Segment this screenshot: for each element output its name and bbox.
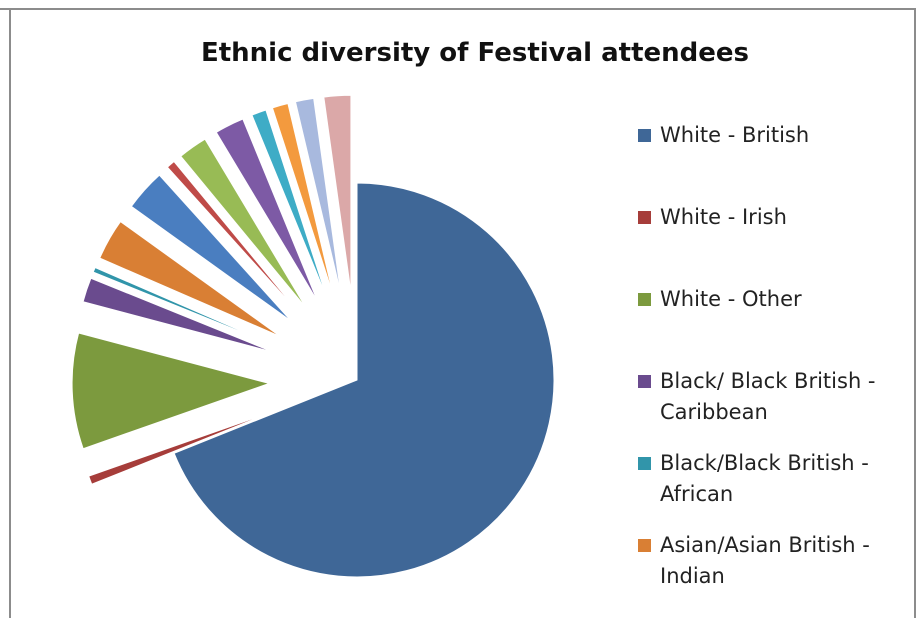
legend-label: White - Other xyxy=(660,287,802,311)
legend-item: White - British xyxy=(638,120,908,202)
legend-item: White - Irish xyxy=(638,202,908,284)
pie-slice xyxy=(215,118,319,302)
chart-border-left xyxy=(9,8,11,618)
legend-item: Asian/Asian British - Indian xyxy=(638,530,908,612)
legend-swatch xyxy=(638,211,651,224)
legend-item: Black/Black British - African xyxy=(638,448,908,530)
legend-label: White - British xyxy=(660,123,810,147)
pie-slice xyxy=(99,220,281,338)
chart-legend: White - British White - Irish White - Othe… xyxy=(638,120,908,612)
pie-slice xyxy=(71,332,271,450)
pie-slice xyxy=(92,266,277,347)
pie-slice xyxy=(323,94,352,293)
legend-label: Black/ Black British - Caribbean xyxy=(660,369,876,424)
legend-swatch xyxy=(638,293,651,306)
pie-slice xyxy=(271,102,334,296)
legend-item: White - Other xyxy=(638,284,908,366)
pie-slice xyxy=(88,410,275,485)
pie-slice xyxy=(130,174,292,322)
pie-slice xyxy=(166,160,300,314)
chart-border-top xyxy=(0,8,915,10)
chart-title: Ethnic diversity of Festival attendees xyxy=(200,38,750,68)
legend-swatch xyxy=(638,375,651,388)
pie-slice xyxy=(251,109,328,298)
legend-label: Asian/Asian British - Indian xyxy=(660,533,870,588)
pie-slice xyxy=(82,277,274,353)
legend-item: Black/ Black British - Caribbean xyxy=(638,366,908,448)
legend-label: White - Irish xyxy=(660,205,787,229)
pie-slice xyxy=(173,182,555,578)
legend-label: Black/Black British - African xyxy=(660,451,869,506)
pie-slice xyxy=(180,138,307,309)
legend-swatch xyxy=(638,129,651,142)
legend-swatch xyxy=(638,539,651,552)
pie-slice xyxy=(294,97,342,294)
chart-border-right xyxy=(914,8,916,618)
legend-swatch xyxy=(638,457,651,470)
pie-slices xyxy=(71,94,555,578)
